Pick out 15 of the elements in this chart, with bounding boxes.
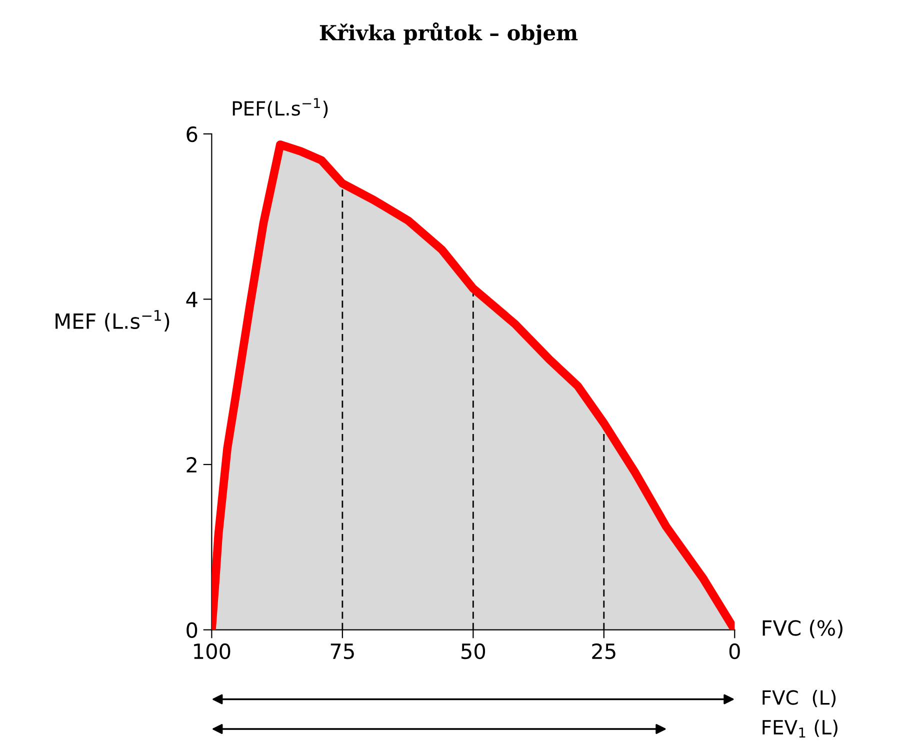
y-axis-title: MEF (L.s$^{−1}$) (56, 310, 170, 332)
chart-title: Křivka průtok – objem (320, 22, 578, 45)
annotation: PEF(L.s$^{−1}$) (232, 98, 328, 118)
y-tick-label: 2 (186, 456, 196, 472)
x-tick-label: 50 (462, 643, 486, 660)
x-axis-title: FVC (%) (762, 620, 842, 638)
x-tick-label: 100 (194, 643, 230, 660)
x-tick-label: 75 (330, 644, 354, 660)
y-tick-label: 6 (186, 126, 198, 142)
y-tick-label: 4 (186, 292, 198, 308)
text: FVC (L) (762, 690, 836, 708)
y-tick-label: 0 (186, 622, 198, 638)
text: FEV$_{1}$ (L) (762, 720, 838, 738)
x-tick-label: 25 (592, 643, 616, 660)
x-tick-label: 0 (729, 643, 740, 660)
